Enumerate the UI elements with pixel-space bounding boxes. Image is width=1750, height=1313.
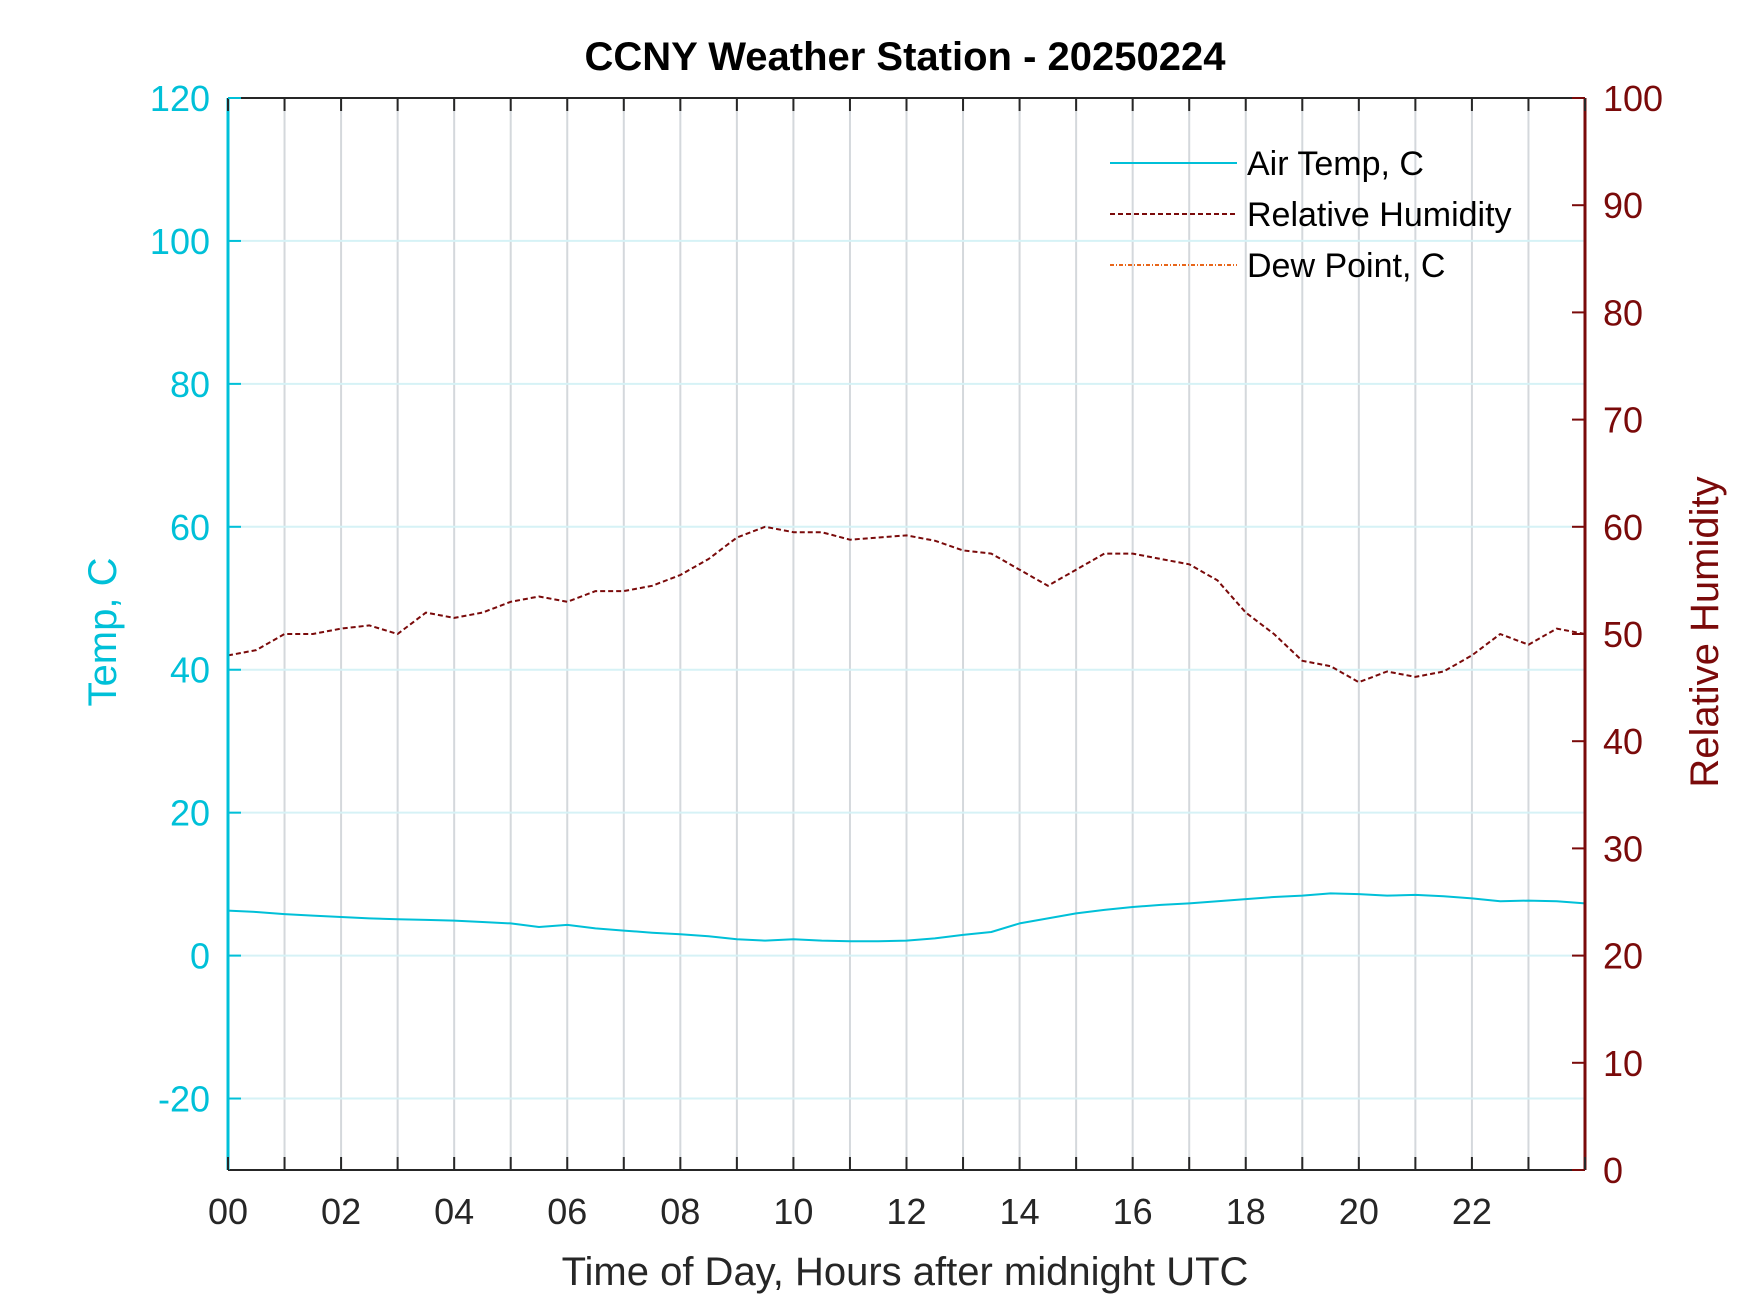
y-left-tick-label: 0 bbox=[190, 936, 210, 977]
x-tick-label: 14 bbox=[1000, 1191, 1040, 1232]
y-right-tick-label: 20 bbox=[1603, 936, 1643, 977]
legend-label-1: Relative Humidity bbox=[1247, 196, 1512, 234]
axes: 00 02 04 06 08 10 12 14 16 18 20 22-200204060801001… bbox=[150, 78, 1663, 1232]
legend-label-2: Dew Point, C bbox=[1247, 247, 1445, 285]
x-tick-label: 22 bbox=[1452, 1191, 1492, 1232]
y-right-tick-label: 10 bbox=[1603, 1043, 1643, 1084]
y-right-tick-label: 0 bbox=[1603, 1150, 1623, 1191]
y-right-axis-label: Relative Humidity bbox=[1683, 476, 1727, 787]
grid-lines bbox=[228, 98, 1585, 1170]
x-tick-label: 04 bbox=[434, 1191, 474, 1232]
chart-title: CCNY Weather Station - 20250224 bbox=[585, 35, 1227, 79]
y-left-tick-label: 80 bbox=[170, 364, 210, 405]
x-tick-label: 18 bbox=[1226, 1191, 1266, 1232]
y-left-axis-label: Temp, C bbox=[81, 558, 125, 707]
y-right-tick-label: 70 bbox=[1603, 400, 1643, 441]
series-layer bbox=[227, 525, 1586, 943]
y-right-tick-label: 60 bbox=[1603, 507, 1643, 548]
y-left-tick-label: 120 bbox=[150, 78, 210, 119]
series-line-0 bbox=[227, 892, 1586, 943]
y-right-tick-label: 90 bbox=[1603, 185, 1643, 226]
y-left-tick-label: 100 bbox=[150, 221, 210, 262]
legend-label-0: Air Temp, C bbox=[1247, 145, 1424, 183]
x-tick-label: 16 bbox=[1113, 1191, 1153, 1232]
x-tick-label: 06 bbox=[547, 1191, 587, 1232]
x-tick-label: 08 bbox=[660, 1191, 700, 1232]
series-line-1 bbox=[227, 525, 1586, 684]
y-left-tick-label: 40 bbox=[170, 650, 210, 691]
x-tick-label: 10 bbox=[773, 1191, 813, 1232]
legend: Air Temp, C Relative Humidity Dew Point, C bbox=[1110, 145, 1512, 285]
x-tick-label: 12 bbox=[886, 1191, 926, 1232]
y-right-tick-label: 100 bbox=[1603, 78, 1663, 119]
x-tick-label: 20 bbox=[1339, 1191, 1379, 1232]
y-left-tick-label: 60 bbox=[170, 507, 210, 548]
y-right-tick-label: 40 bbox=[1603, 721, 1643, 762]
y-left-tick-label: 20 bbox=[170, 793, 210, 834]
x-tick-label: 02 bbox=[321, 1191, 361, 1232]
x-axis-label: Time of Day, Hours after midnight UTC bbox=[562, 1250, 1249, 1294]
y-right-tick-label: 80 bbox=[1603, 292, 1643, 333]
x-tick-label: 00 bbox=[208, 1191, 248, 1232]
y-right-tick-label: 30 bbox=[1603, 828, 1643, 869]
y-left-tick-label: -20 bbox=[158, 1079, 210, 1120]
y-right-tick-label: 50 bbox=[1603, 614, 1643, 655]
